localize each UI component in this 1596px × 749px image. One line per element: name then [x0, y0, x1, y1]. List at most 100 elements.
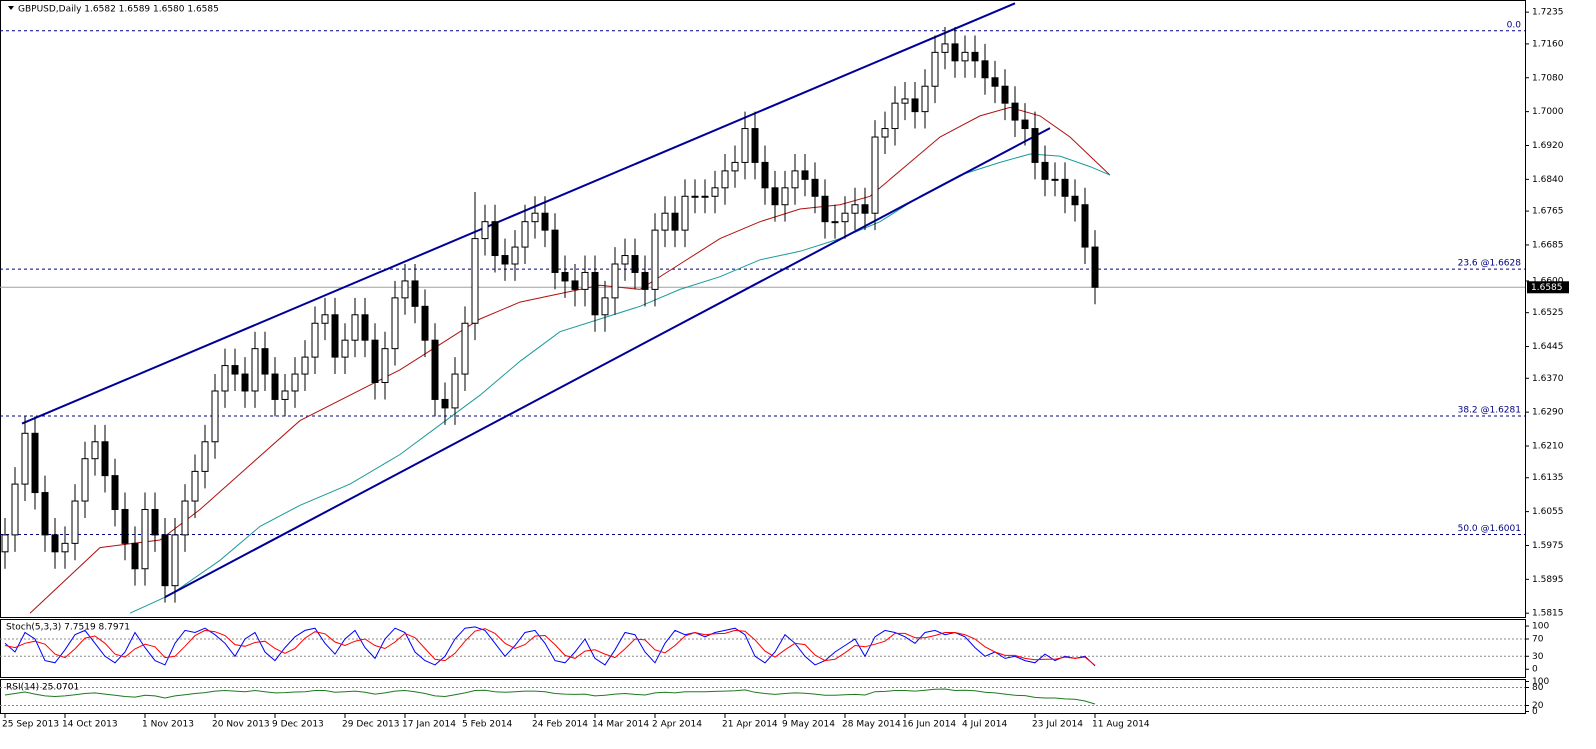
candle-body — [471, 238, 479, 324]
candle-body — [301, 356, 309, 375]
fib-label: 0.0 — [1507, 20, 1522, 30]
candle-body — [911, 98, 919, 113]
candle-body — [411, 280, 419, 307]
indicator-title: Stoch(5,3,3) 7.7519 8.7971 — [6, 623, 130, 633]
candle-body — [91, 441, 99, 460]
x-tick-label: 2 Apr 2014 — [652, 720, 702, 730]
candle-body — [151, 508, 159, 536]
candle-body — [811, 178, 819, 197]
candle-body — [1071, 195, 1079, 206]
trendline — [164, 127, 1051, 598]
candle-body — [221, 365, 229, 392]
candle-body — [341, 339, 349, 358]
indicator-line — [4, 626, 1096, 667]
x-tick-label: 11 Aug 2014 — [1092, 720, 1150, 730]
x-tick-label: 1 Nov 2013 — [142, 720, 194, 730]
candle-body — [401, 280, 409, 299]
rsi-pane-frame — [0, 679, 1526, 714]
candle-body — [861, 204, 869, 214]
candle-body — [1061, 178, 1069, 197]
y-tick-label: 1.6840 — [1532, 175, 1564, 185]
candle-body — [311, 322, 319, 358]
y-tick-label: 1.7000 — [1532, 107, 1564, 117]
candle-body — [431, 339, 439, 400]
y-tick-label: 1.6685 — [1532, 240, 1564, 250]
y-tick-label: 70 — [1532, 635, 1544, 645]
candle-body — [41, 492, 49, 536]
candle-body — [331, 314, 339, 358]
y-tick-label: 1.5895 — [1532, 575, 1564, 585]
candle-body — [181, 500, 189, 536]
y-tick-label: 30 — [1532, 652, 1544, 662]
candle-body — [211, 390, 219, 443]
candle-body — [1021, 119, 1029, 130]
candle-body — [531, 212, 539, 223]
candle-body — [371, 339, 379, 384]
candle-body — [1081, 204, 1089, 248]
x-tick-label: 9 May 2014 — [782, 720, 835, 730]
candle-body — [891, 102, 899, 130]
candle-body — [791, 170, 799, 189]
moving-average — [129, 153, 1111, 614]
x-tick-label: 14 Oct 2013 — [62, 720, 118, 730]
candle-body — [801, 170, 809, 180]
x-tick-label: 25 Sep 2013 — [2, 720, 59, 730]
trendline — [21, 2, 1016, 425]
candle-body — [121, 508, 129, 544]
candle-body — [621, 255, 629, 265]
candle-body — [761, 161, 769, 189]
x-tick-label: 20 Nov 2013 — [212, 720, 270, 730]
x-tick-label: 24 Feb 2014 — [532, 720, 588, 730]
candle-body — [591, 271, 599, 316]
candle-body — [751, 128, 759, 163]
candle-body — [1011, 102, 1019, 121]
y-tick-label: 1.5815 — [1532, 609, 1564, 619]
last-price-box — [1527, 281, 1569, 294]
candle-body — [461, 322, 469, 375]
candle-body — [711, 187, 719, 197]
candle-body — [731, 161, 739, 172]
indicator-title: RSI(14) 25.0701 — [6, 683, 79, 693]
moving-average — [29, 106, 1111, 614]
candle-body — [141, 508, 149, 570]
candle-body — [901, 98, 909, 104]
candle-body — [241, 373, 249, 392]
candle-body — [1041, 161, 1049, 180]
chart-title: GBPUSD,Daily 1.6582 1.6589 1.6580 1.6585 — [18, 5, 219, 15]
candle-body — [511, 246, 519, 265]
y-tick-label: 0 — [1532, 707, 1538, 717]
candle-body — [231, 365, 239, 375]
candle-body — [381, 348, 389, 384]
candle-body — [391, 297, 399, 350]
candle-body — [291, 373, 299, 392]
candle-body — [881, 128, 889, 138]
candle-body — [191, 470, 199, 502]
menu-arrow[interactable] — [8, 6, 14, 10]
candle-body — [491, 221, 499, 257]
candle-body — [421, 305, 429, 341]
candle-body — [281, 390, 289, 400]
y-tick-label: 1.6525 — [1532, 308, 1564, 318]
last-price-label: 1.6585 — [1531, 283, 1563, 293]
candle-body — [951, 43, 959, 62]
candle-body — [701, 195, 709, 198]
candle-body — [581, 271, 589, 290]
candle-body — [741, 128, 749, 163]
candle-body — [941, 43, 949, 53]
x-tick-label: 9 Dec 2013 — [272, 720, 324, 730]
candle-body — [201, 441, 209, 472]
candle-body — [1091, 246, 1099, 288]
x-tick-label: 28 May 2014 — [842, 720, 901, 730]
y-tick-label: 20 — [1532, 701, 1544, 711]
y-tick-label: 0 — [1532, 665, 1538, 675]
candle-body — [651, 229, 659, 290]
y-tick-label: 1.6920 — [1532, 141, 1564, 151]
candle-body — [71, 500, 79, 544]
candle-body — [931, 51, 939, 87]
candle-body — [571, 280, 579, 290]
main-pane-frame — [0, 0, 1526, 618]
candle-body — [541, 212, 549, 231]
